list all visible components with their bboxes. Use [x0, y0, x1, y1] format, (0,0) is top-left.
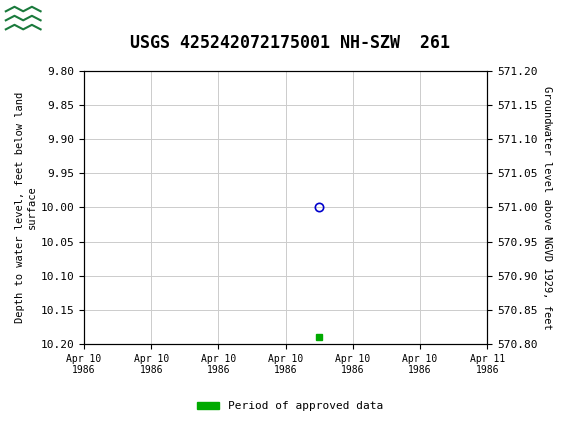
Text: USGS: USGS: [45, 13, 105, 32]
Y-axis label: Depth to water level, feet below land
surface: Depth to water level, feet below land su…: [15, 92, 37, 323]
Y-axis label: Groundwater level above NGVD 1929, feet: Groundwater level above NGVD 1929, feet: [542, 86, 552, 329]
Legend: Period of approved data: Period of approved data: [193, 397, 387, 416]
FancyBboxPatch shape: [3, 3, 70, 42]
Text: USGS 425242072175001 NH-SZW  261: USGS 425242072175001 NH-SZW 261: [130, 34, 450, 52]
